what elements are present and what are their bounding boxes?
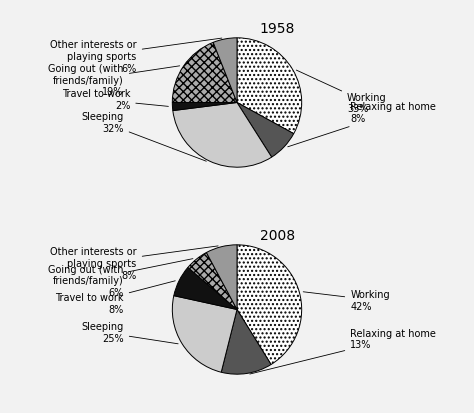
- Wedge shape: [188, 253, 237, 310]
- Text: Going out (with
friends/family)
19%: Going out (with friends/family) 19%: [48, 64, 180, 97]
- Wedge shape: [237, 39, 301, 134]
- Wedge shape: [173, 296, 237, 373]
- Wedge shape: [173, 43, 237, 103]
- Wedge shape: [173, 103, 272, 168]
- Text: 2008: 2008: [260, 228, 295, 242]
- Wedge shape: [213, 39, 237, 103]
- Wedge shape: [221, 310, 271, 374]
- Wedge shape: [174, 268, 237, 310]
- Wedge shape: [173, 103, 237, 112]
- Text: Travel to work
2%: Travel to work 2%: [62, 89, 168, 111]
- Text: Relaxing at home
13%: Relaxing at home 13%: [250, 328, 436, 374]
- Text: Working
33%: Working 33%: [296, 71, 387, 114]
- Text: Other interests or
playing sports
6%: Other interests or playing sports 6%: [50, 39, 222, 74]
- Text: Sleeping
32%: Sleeping 32%: [82, 112, 206, 162]
- Text: Sleeping
25%: Sleeping 25%: [82, 322, 178, 344]
- Text: Travel to work
8%: Travel to work 8%: [55, 281, 175, 314]
- Text: Relaxing at home
8%: Relaxing at home 8%: [288, 102, 436, 147]
- Wedge shape: [237, 103, 294, 158]
- Text: 1958: 1958: [260, 21, 295, 36]
- Text: Working
42%: Working 42%: [303, 289, 390, 311]
- Wedge shape: [237, 245, 301, 365]
- Text: Other interests or
playing sports
8%: Other interests or playing sports 8%: [50, 246, 218, 280]
- Text: Going out (with
friends/family)
6%: Going out (with friends/family) 6%: [48, 259, 193, 297]
- Wedge shape: [206, 245, 237, 310]
